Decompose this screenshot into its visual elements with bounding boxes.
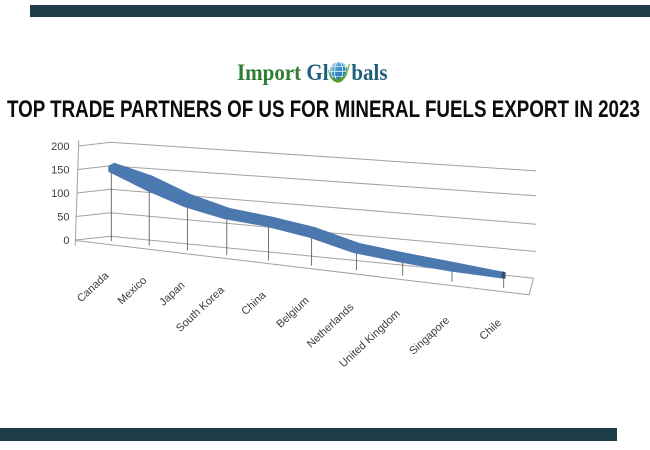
svg-text:150: 150 bbox=[51, 164, 69, 176]
svg-text:Singapore: Singapore bbox=[407, 315, 452, 358]
svg-text:Belgium: Belgium bbox=[274, 295, 311, 331]
svg-text:100: 100 bbox=[51, 188, 69, 200]
svg-text:50: 50 bbox=[57, 211, 69, 223]
svg-text:Japan: Japan bbox=[157, 279, 187, 308]
svg-text:Netherlands: Netherlands bbox=[305, 301, 357, 351]
svg-text:Chile: Chile bbox=[478, 317, 505, 343]
svg-text:200: 200 bbox=[51, 141, 69, 153]
svg-text:0: 0 bbox=[63, 235, 69, 247]
svg-text:Mexico: Mexico bbox=[116, 275, 150, 308]
svg-text:Canada: Canada bbox=[75, 269, 112, 305]
svg-text:China: China bbox=[239, 289, 269, 318]
